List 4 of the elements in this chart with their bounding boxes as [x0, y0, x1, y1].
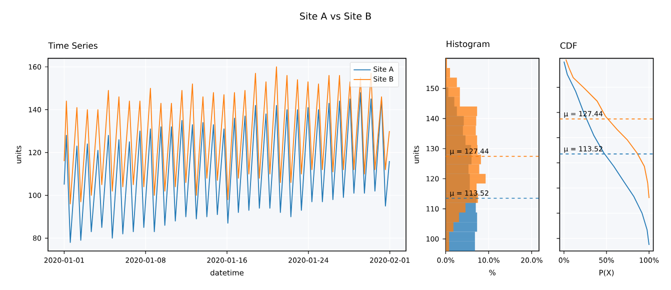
- chart-subtitle: Time Series: [48, 42, 98, 49]
- chart-title: Histogram: [446, 40, 490, 49]
- chart-title: CDF: [560, 42, 577, 49]
- chart-title: Site A vs Site B: [300, 12, 371, 20]
